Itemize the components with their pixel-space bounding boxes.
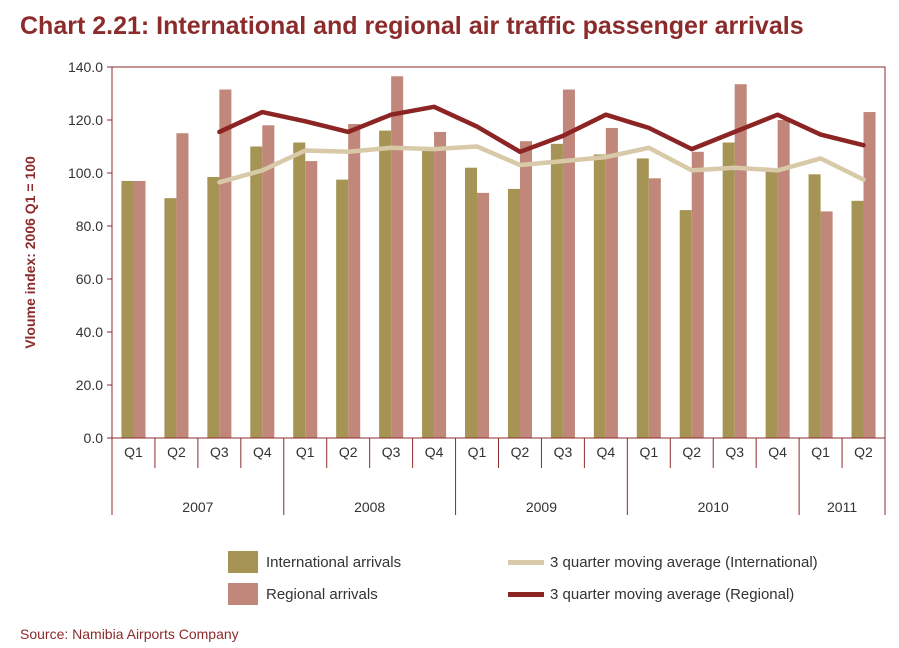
x-tick-label: Q2 (511, 444, 530, 460)
x-tick-label: Q3 (382, 444, 401, 460)
y-tick-label: 20.0 (76, 377, 103, 393)
year-label: 2011 (827, 499, 857, 515)
y-axis-title: Vloume index: 2006 Q1 = 100 (22, 156, 38, 349)
bar-regional (734, 84, 747, 438)
bar-regional (176, 133, 189, 438)
bar-international (465, 167, 478, 438)
bar-international (550, 143, 563, 438)
legend-label-regional: Regional arrivals (266, 585, 378, 603)
year-label: 2010 (698, 499, 729, 515)
bar-regional (305, 161, 318, 438)
y-tick-label: 0.0 (84, 430, 104, 446)
bar-international (636, 158, 649, 439)
bar-regional (348, 123, 361, 438)
chart-title: Chart 2.21: International and regional a… (20, 12, 804, 40)
bar-international (722, 142, 735, 438)
bar-regional (562, 89, 575, 439)
x-tick-label: Q1 (296, 444, 315, 460)
x-tick-label: Q3 (554, 444, 573, 460)
bar-international (593, 154, 606, 438)
legend-item-ma-regional: 3 quarter moving average (Regional) (508, 582, 794, 606)
bar-regional (691, 151, 704, 439)
bar-international (422, 150, 435, 438)
x-tick-label: Q2 (682, 444, 701, 460)
bar-regional (434, 131, 447, 439)
line-ma-regional (217, 104, 866, 155)
bar-regional (477, 192, 490, 438)
y-tick-label: 60.0 (76, 271, 103, 287)
y-tick-label: 80.0 (76, 218, 103, 234)
line-ma-international (217, 144, 866, 185)
bar-international (250, 146, 263, 438)
x-tick-label: Q1 (639, 444, 658, 460)
bar-international (507, 188, 520, 438)
bar-international (336, 179, 349, 438)
x-tick-label: Q2 (339, 444, 358, 460)
legend-label-ma-international: 3 quarter moving average (International) (550, 553, 818, 571)
legend-label-ma-regional: 3 quarter moving average (Regional) (550, 585, 795, 603)
bar-international (121, 180, 134, 438)
x-tick-label: Q1 (468, 444, 487, 460)
x-tick-label: Q4 (425, 444, 444, 460)
chart-svg: 0.0 20.0 40.0 60.0 80.0 100.0 120.0 140.0 Vloume… (22, 59, 886, 515)
bar-regional (777, 120, 790, 438)
legend-item-international: International arrivals (228, 550, 401, 574)
bar-international (765, 170, 778, 438)
legend-swatch-international (228, 551, 258, 573)
bar-international (164, 198, 177, 438)
x-tick-label: Q2 (854, 444, 873, 460)
bar-international (379, 130, 392, 438)
bar-regional (519, 141, 532, 438)
legend-swatch-regional (228, 583, 258, 605)
x-tick-label: Q2 (167, 444, 186, 460)
x-tick-label: Q3 (210, 444, 229, 460)
y-tick-label: 140.0 (68, 59, 103, 75)
x-tick-label: Q3 (725, 444, 744, 460)
legend-swatch-ma-regional (508, 591, 544, 597)
x-tick-label: Q4 (253, 444, 272, 460)
x-tick-label: Q4 (597, 444, 616, 460)
x-tick-label: Q4 (768, 444, 787, 460)
year-label: 2009 (526, 499, 557, 515)
x-tick-label: Q1 (811, 444, 830, 460)
bar-regional (133, 180, 146, 438)
bar-international (207, 176, 220, 438)
y-tick-label: 120.0 (68, 112, 103, 128)
bar-regional (219, 89, 232, 439)
y-tick-label: 40.0 (76, 324, 103, 340)
bar-international (679, 210, 692, 438)
legend-swatch-ma-international (508, 559, 544, 565)
legend-item-regional: Regional arrivals (228, 582, 378, 606)
legend-label-international: International arrivals (266, 553, 402, 571)
bar-regional (605, 127, 618, 438)
bar-regional (648, 178, 661, 439)
source-note: Source: Namibia Airports Company (20, 626, 239, 642)
year-label: 2007 (182, 499, 213, 515)
bar-international (293, 142, 306, 438)
y-tick-label: 100.0 (68, 165, 103, 181)
bar-regional (820, 211, 833, 438)
bar-regional (391, 76, 404, 439)
bar-regional (262, 125, 275, 439)
year-label: 2008 (354, 499, 385, 515)
legend-item-ma-international: 3 quarter moving average (International) (508, 550, 818, 574)
bar-regional (863, 112, 876, 439)
x-tick-label: Q1 (124, 444, 143, 460)
bar-international (808, 174, 821, 438)
bar-international (851, 200, 864, 438)
